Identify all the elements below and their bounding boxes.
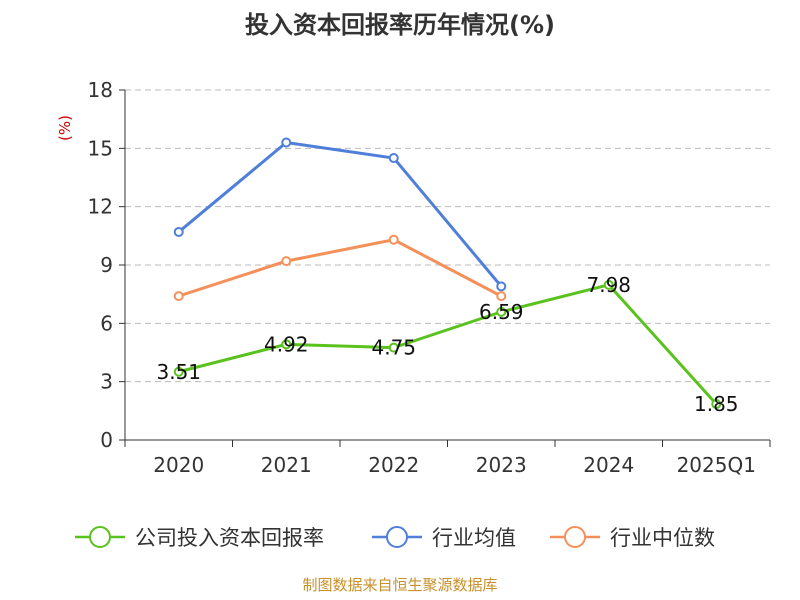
y-tick-label-15: 15 <box>88 136 113 160</box>
y-axis-unit: (%) <box>56 115 74 141</box>
y-tick-label-12: 12 <box>88 195 113 219</box>
data-label-2023: 6.59 <box>479 300 524 324</box>
series-0-point-2022 <box>388 342 399 353</box>
source-note: 制图数据来自恒生聚源数据库 <box>302 576 497 594</box>
series-lines <box>173 137 722 410</box>
series-1-point-2021 <box>281 137 292 148</box>
series-1-point-2023 <box>496 281 507 292</box>
y-tick-label-18: 18 <box>88 78 113 102</box>
y-tick-label-3: 3 <box>100 370 113 394</box>
legend-marker-2 <box>564 526 586 548</box>
y-tick-label-9: 9 <box>100 253 113 277</box>
legend-marker-0 <box>89 526 111 548</box>
grid <box>125 89 770 383</box>
series-2-point-2023 <box>496 291 507 302</box>
axes: 0 3 6 9 12 15 18 2020 2021 2022 2023 2024 2025Q1 <box>88 78 771 477</box>
y-tick-label-6: 6 <box>100 311 113 335</box>
data-label-2021: 4.92 <box>264 332 309 356</box>
x-tick-label-2025Q1: 2025Q1 <box>677 453 756 477</box>
x-tick-label-2023: 2023 <box>476 453 527 477</box>
series-0-point-2025Q1 <box>711 399 722 410</box>
x-tick-label-2024: 2024 <box>583 453 634 477</box>
series-2-point-2022 <box>388 234 399 245</box>
legend-label-2: 行业中位数 <box>610 526 715 550</box>
data-label-2024: 7.98 <box>586 273 631 297</box>
data-label-2020: 3.51 <box>156 360 201 384</box>
legend-label-1: 行业均值 <box>432 526 516 550</box>
series-2-point-2020 <box>173 291 184 302</box>
series-1-point-2020 <box>173 226 184 237</box>
x-tick-label-2021: 2021 <box>261 453 312 477</box>
legend-marker-1 <box>386 526 408 548</box>
series-0-point-2021 <box>281 339 292 350</box>
legend: 公司投入资本回报率 行业均值 行业中位数 <box>75 526 715 550</box>
series-0-point-2023 <box>496 306 507 317</box>
series-0-point-2024 <box>603 279 614 290</box>
series-line-0 <box>178 283 718 406</box>
series-line-2 <box>178 238 502 298</box>
data-label-2025Q1: 1.85 <box>694 392 739 416</box>
data-labels: 3.51 4.92 4.75 6.59 7.98 1.85 <box>156 273 738 416</box>
data-label-2022: 4.75 <box>371 336 416 360</box>
y-tick-label-0: 0 <box>100 428 113 452</box>
series-line-1 <box>177 141 503 288</box>
legend-label-0: 公司投入资本回报率 <box>135 526 324 550</box>
series-0-point-2020 <box>173 366 184 377</box>
chart-title: 投入资本回报率历年情况(%) <box>245 11 555 39</box>
series-2-point-2021 <box>281 256 292 267</box>
x-tick-label-2022: 2022 <box>368 453 419 477</box>
x-tick-label-2020: 2020 <box>153 453 204 477</box>
series-1-point-2022 <box>388 153 399 164</box>
